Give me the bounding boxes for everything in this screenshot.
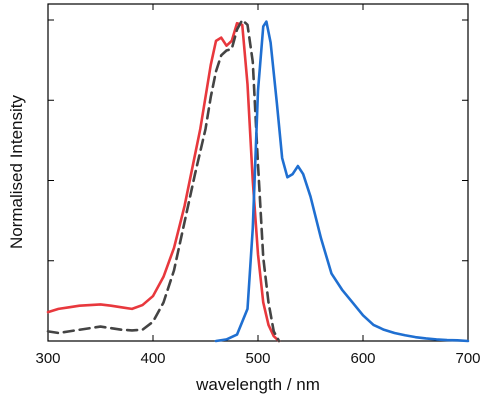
series-line-1 [46, 21, 281, 343]
x-axis-title: wavelength / nm [195, 375, 320, 394]
series-line-2 [46, 18, 281, 343]
axis-ticks [47, 4, 469, 341]
x-tick-label: 700 [455, 350, 480, 367]
x-tick-label: 300 [35, 350, 60, 367]
x-tick-label: 500 [245, 350, 270, 367]
x-tick-labels: 300 400 500 600 700 [35, 350, 480, 367]
series-layer [46, 18, 470, 343]
series-line-3 [214, 20, 470, 343]
x-tick-label: 600 [350, 350, 375, 367]
x-tick-label: 400 [140, 350, 165, 367]
y-axis-title: Normalised Intensity [7, 95, 26, 250]
